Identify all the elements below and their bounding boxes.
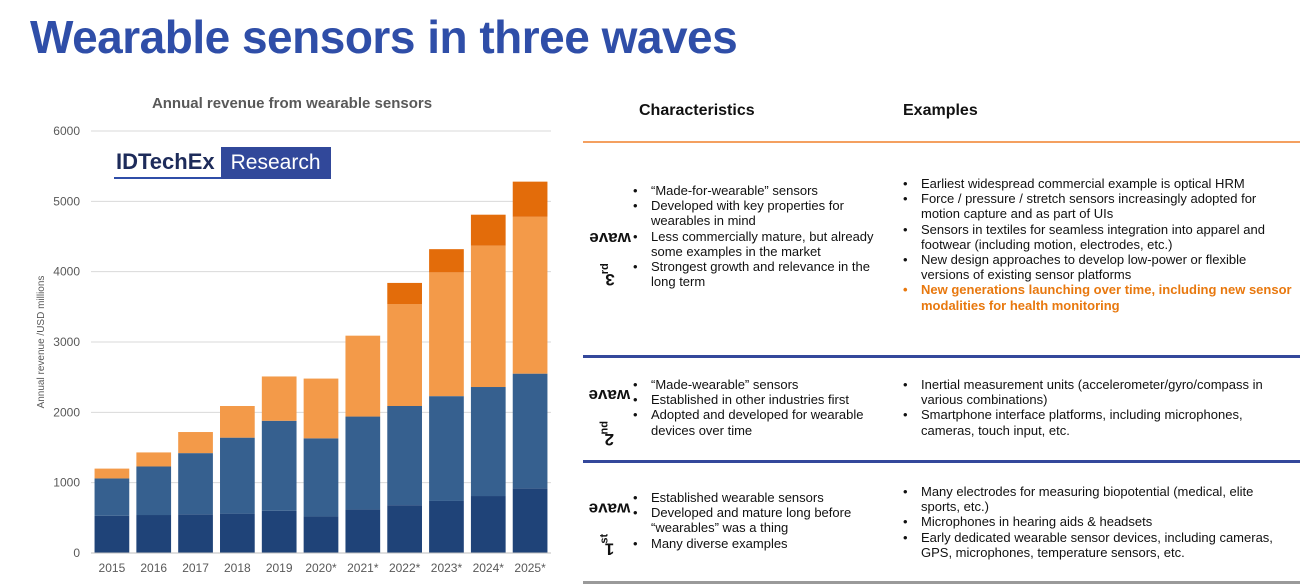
x-tick-label: 2025* [514, 561, 546, 575]
divider-orange [583, 141, 1300, 143]
wave-2-label: 2nd wave [588, 386, 631, 449]
wave-3-example-item: New design approaches to develop low-pow… [899, 252, 1294, 282]
bar-segment [261, 510, 297, 553]
x-tick-label: 2022* [389, 561, 421, 575]
bar-segment [470, 496, 506, 553]
wave-2-characteristics: “Made-wearable” sensorsEstablished in ot… [629, 377, 889, 438]
wave-2-examples: Inertial measurement units (acceleromete… [899, 377, 1294, 438]
bar-segment [429, 249, 464, 273]
wave-1-example-item: Many electrodes for measuring biopotenti… [899, 484, 1294, 514]
idtechex-logo: IDTechEx Research [114, 147, 331, 179]
bar-segment [345, 416, 381, 510]
wave-2-example-item: Inertial measurement units (acceleromete… [899, 377, 1294, 407]
bar-segment [512, 216, 548, 374]
bar-segment [220, 437, 255, 514]
bar-segment [94, 478, 130, 516]
bar-segment [512, 181, 548, 217]
x-tick-label: 2015 [99, 561, 126, 575]
bar-segment [136, 452, 172, 467]
y-tick-label: 1000 [53, 476, 80, 490]
wave-1-example-item: Early dedicated wearable sensor devices,… [899, 530, 1294, 560]
bar-segment [387, 406, 422, 506]
x-tick-label: 2023* [431, 561, 463, 575]
bar-segment [345, 509, 381, 553]
x-tick-label: 2017 [182, 561, 209, 575]
bar-segment [429, 272, 464, 397]
wave-2-characteristic-item: “Made-wearable” sensors [629, 377, 889, 392]
x-tick-label: 2024* [473, 561, 505, 575]
bar-segment [303, 516, 339, 553]
bar-segment [94, 515, 130, 553]
x-tick-label: 2020* [305, 561, 337, 575]
x-tick-label: 2021* [347, 561, 379, 575]
bar-segment [470, 245, 506, 388]
wave-1-characteristic-item: Many diverse examples [629, 536, 889, 551]
wave-2-example-item: Smartphone interface platforms, includin… [899, 407, 1294, 437]
bar-segment [470, 214, 506, 246]
bar-segment [261, 376, 297, 421]
divider-bottom [583, 581, 1300, 584]
bar-segment [303, 438, 339, 517]
bar-segment [178, 432, 213, 454]
bar-segment [178, 514, 213, 553]
wave-3-characteristics: “Made-for-wearable” sensorsDeveloped wit… [629, 183, 889, 289]
bar-segment [136, 515, 172, 553]
bar-segment [220, 406, 255, 438]
logo-research-text: Research [220, 147, 331, 179]
x-tick-label: 2019 [266, 561, 293, 575]
bar-segment [429, 500, 464, 553]
wave-3-example-item: Sensors in textiles for seamless integra… [899, 222, 1294, 252]
wave-1-characteristics: Established wearable sensorsDeveloped an… [629, 490, 889, 551]
wave-1-characteristic-item: Developed and mature long before “wearab… [629, 505, 889, 535]
wave-1-examples: Many electrodes for measuring biopotenti… [899, 484, 1294, 560]
y-tick-label: 3000 [53, 335, 80, 349]
bar-segment [261, 420, 297, 511]
bar-segment [387, 505, 422, 553]
wave-1-label: 1st wave [588, 499, 631, 559]
x-tick-label: 2016 [140, 561, 167, 575]
page-title: Wearable sensors in three waves [30, 11, 738, 63]
bar-segment [136, 466, 172, 516]
bar-segment [387, 304, 422, 407]
bar-segment [512, 373, 548, 489]
wave-3-example-item: Force / pressure / stretch sensors incre… [899, 191, 1294, 221]
bar-segment [387, 282, 422, 305]
divider-blue-1 [583, 355, 1300, 358]
wave-3-characteristic-item: Developed with key properties for wearab… [629, 198, 889, 228]
divider-blue-2 [583, 460, 1300, 463]
y-axis-label: Annual revenue /USD millions [36, 276, 47, 409]
wave-2-characteristic-item: Established in other industries first [629, 392, 889, 407]
header-characteristics: Characteristics [639, 102, 755, 119]
wave-3-examples: Earliest widespread commercial example i… [899, 176, 1294, 313]
revenue-chart: Annual revenue from wearable sensors 0 100… [0, 85, 580, 587]
bar-segment [429, 396, 464, 501]
bar-segment [303, 378, 339, 439]
y-tick-label: 5000 [53, 194, 80, 208]
wave-1-characteristic-item: Established wearable sensors [629, 490, 889, 505]
y-tick-label: 0 [73, 546, 80, 560]
y-tick-label: 4000 [53, 265, 80, 279]
wave-3-example-item: Earliest widespread commercial example i… [899, 176, 1294, 191]
logo-idtechex-text: IDTechEx [114, 147, 221, 179]
bar-segment [470, 387, 506, 497]
wave-3-characteristic-item: “Made-for-wearable” sensors [629, 183, 889, 198]
y-tick-label: 2000 [53, 405, 80, 419]
bar-segment [220, 513, 255, 553]
header-examples: Examples [903, 102, 978, 119]
wave-3-characteristic-item: Strongest growth and relevance in the lo… [629, 259, 889, 289]
bar-segment [178, 453, 213, 515]
wave-3-characteristic-item: Less commercially mature, but already so… [629, 229, 889, 259]
wave-2-characteristic-item: Adopted and developed for wearable devic… [629, 407, 889, 437]
bar-segment [512, 488, 548, 553]
x-tick-label: 2018 [224, 561, 251, 575]
bar-segment [345, 335, 381, 417]
y-tick-label: 6000 [53, 124, 80, 138]
wave-1-example-item: Microphones in hearing aids & headsets [899, 514, 1294, 529]
wave-3-label: 3rd wave [588, 228, 631, 289]
chart-title: Annual revenue from wearable sensors [152, 95, 432, 112]
wave-3-example-item: New generations launching over time, inc… [899, 282, 1294, 312]
waves-table: Characteristics Examples 3rd wave “Made-… [583, 95, 1300, 585]
chart-svg: Annual revenue from wearable sensors 0 100… [36, 95, 551, 575]
bar-segment [94, 468, 130, 479]
